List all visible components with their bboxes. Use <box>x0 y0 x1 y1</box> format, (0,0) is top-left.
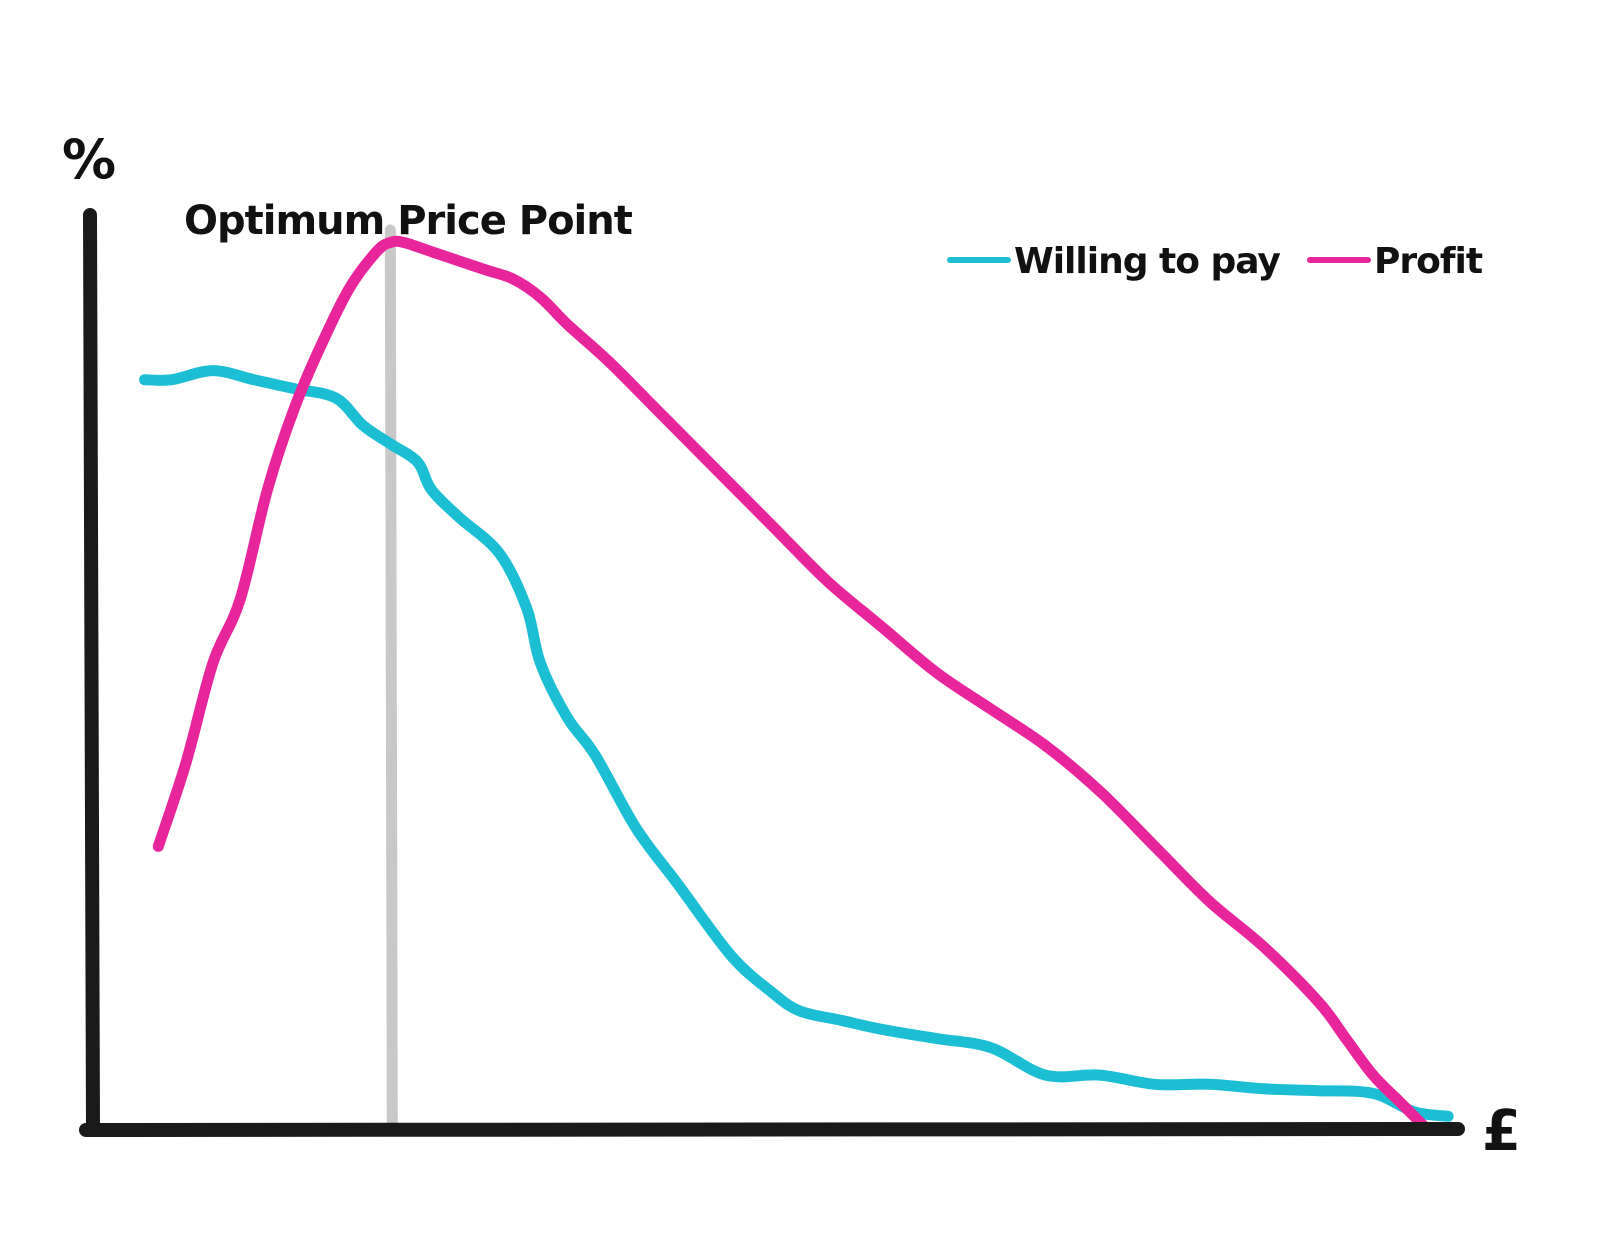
legend-item-willing-to-pay: Willing to pay <box>947 241 1281 282</box>
legend-label-profit: Profit <box>1374 241 1483 282</box>
legend: Willing to pay Profit <box>947 241 1484 282</box>
series-line-willing-to-pay <box>139 365 1454 1122</box>
legend-item-profit: Profit <box>1307 241 1484 282</box>
y-axis-line <box>83 208 100 1137</box>
optimum-price-point-label: Optimum Price Point <box>184 198 633 244</box>
y-axis-label: % <box>62 128 116 191</box>
x-axis-line <box>79 1122 1465 1137</box>
annotation-layer <box>384 224 398 1132</box>
axes-layer <box>79 208 1465 1137</box>
x-axis-label: £ <box>1482 1099 1521 1164</box>
series-line-profit <box>152 235 1434 1136</box>
series-layer <box>139 235 1454 1136</box>
legend-label-willing-to-pay: Willing to pay <box>1014 241 1280 282</box>
optimum-price-point-line <box>384 224 398 1132</box>
labels-layer: % £ Optimum Price Point <box>62 128 1521 1164</box>
